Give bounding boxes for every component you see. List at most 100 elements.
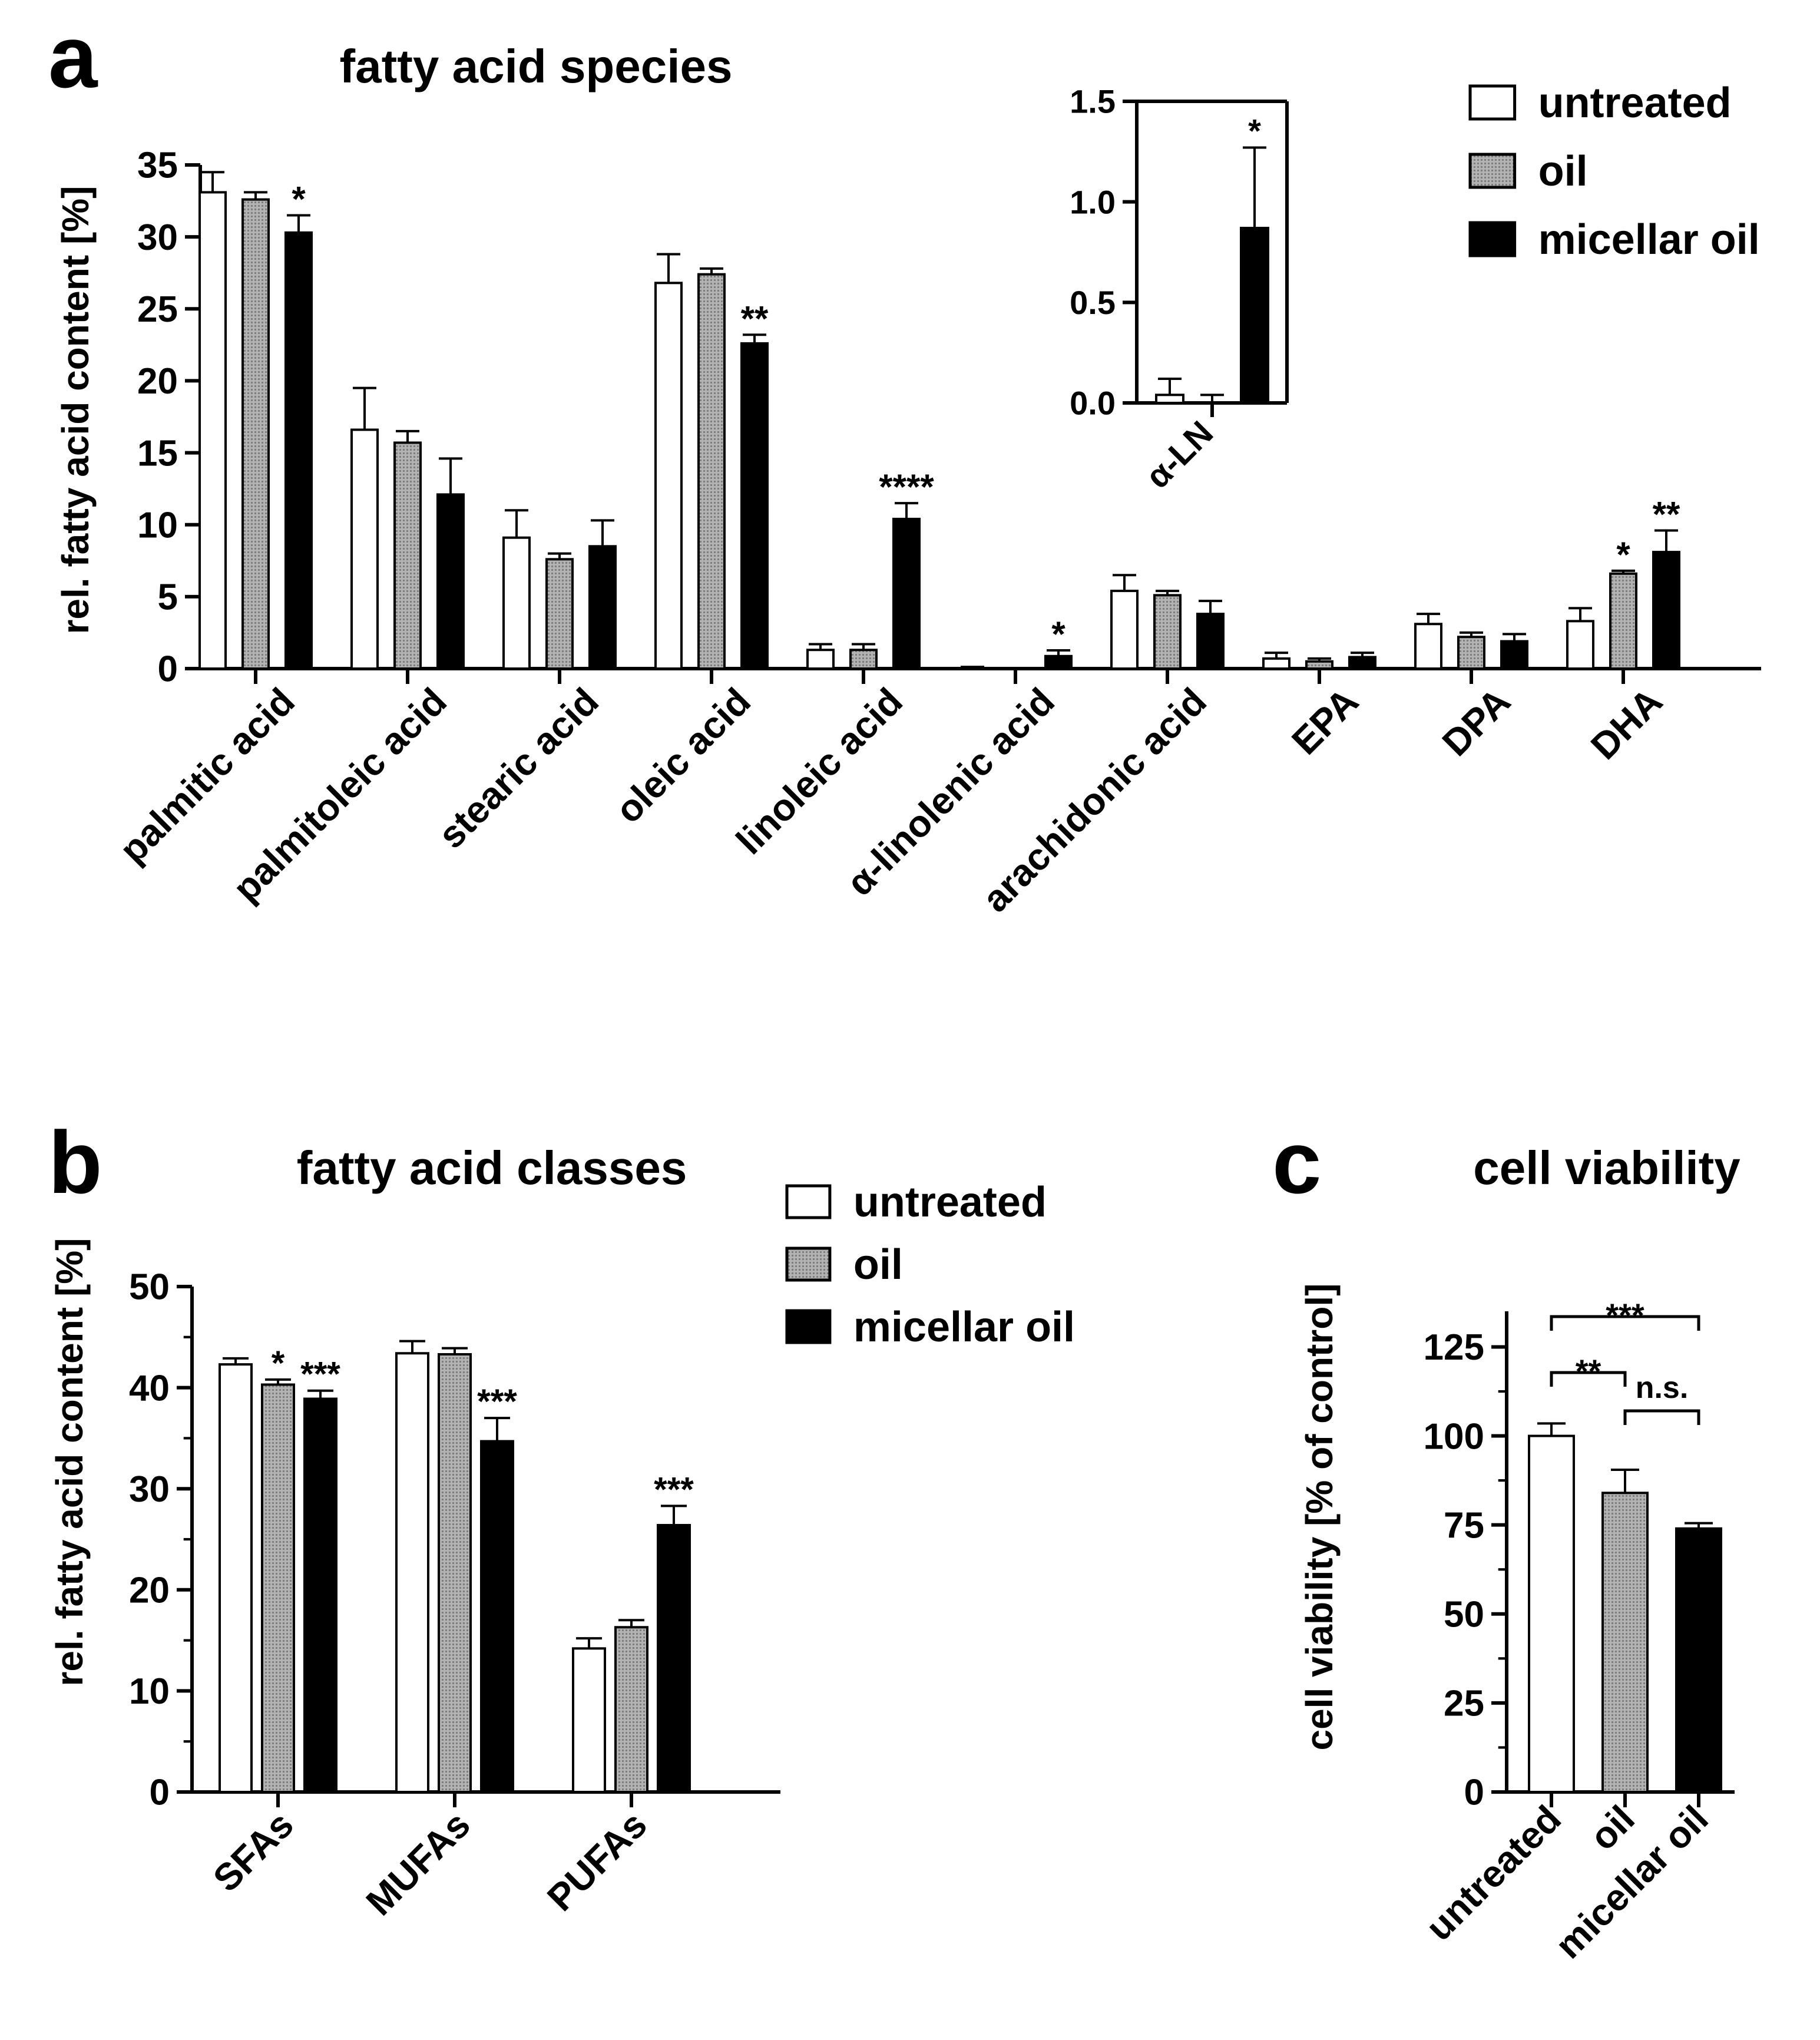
bar <box>740 342 769 670</box>
legend-swatch <box>1468 84 1517 121</box>
bar <box>1110 590 1139 670</box>
legend-swatch <box>1468 153 1517 189</box>
legend-swatch <box>1468 221 1517 257</box>
legend-label: oil <box>1538 148 1588 195</box>
bar <box>1240 227 1269 404</box>
bar <box>1305 660 1333 670</box>
y-tick-label: 0 <box>1464 1773 1484 1813</box>
bar <box>1348 656 1376 670</box>
significance-label: **** <box>879 467 934 507</box>
significance-label: * <box>1051 614 1065 654</box>
x-tick-label: DHA <box>1583 680 1670 768</box>
significance-label: ** <box>1653 494 1680 534</box>
y-tick-label: 30 <box>129 1469 170 1510</box>
bar <box>806 649 835 670</box>
bar <box>198 191 227 670</box>
bar <box>1652 551 1680 670</box>
y-tick-label: 40 <box>129 1368 170 1409</box>
panel-label-b: b <box>48 1113 102 1212</box>
bar <box>436 493 465 670</box>
y-tick-label: 50 <box>1444 1594 1484 1635</box>
bar <box>1262 657 1290 670</box>
bar <box>958 667 987 670</box>
y-tick-label: 30 <box>137 217 178 258</box>
bar <box>1414 623 1442 670</box>
bars-b <box>219 1340 691 1794</box>
inset-ann: * <box>1248 112 1261 149</box>
bar <box>849 649 878 670</box>
bar <box>1457 636 1485 670</box>
significance-label: * <box>1616 535 1630 574</box>
annotations-b: * ********* <box>272 1344 694 1509</box>
inset-bars <box>1155 146 1269 405</box>
legend-swatch <box>785 1184 832 1219</box>
bar <box>502 536 531 670</box>
bar <box>697 273 726 670</box>
chart-title-b: fatty acid classes <box>297 1142 687 1194</box>
legend-swatch <box>785 1247 832 1282</box>
significance-label: * <box>292 180 306 219</box>
bar <box>1609 572 1637 670</box>
bar <box>350 428 379 670</box>
annotations-c: ***** n.s. <box>1550 1297 1700 1425</box>
legend-label: oil <box>853 1241 903 1288</box>
bar <box>572 1647 606 1793</box>
y-tick-label: 10 <box>129 1671 170 1712</box>
bar <box>395 1352 429 1794</box>
x-tick-label: EPA <box>1283 680 1366 763</box>
bar <box>1528 1434 1575 1794</box>
legend-a: untreated oil micellar oil <box>1468 80 1760 263</box>
y-tick-label: 35 <box>137 146 178 186</box>
x-tick-label: PUFAs <box>539 1803 655 1919</box>
inset-axes: 0.0 0.5 1.0 1.5 <box>1070 83 1289 422</box>
bar <box>1675 1527 1722 1794</box>
legend-label: untreated <box>853 1179 1047 1226</box>
bar <box>1155 394 1184 405</box>
bar <box>657 1523 691 1794</box>
y-tick-label: 25 <box>137 289 178 330</box>
bracket-label: ** <box>1576 1353 1601 1390</box>
bracket-label: n.s. <box>1636 1371 1689 1405</box>
x-tick-label: α-LN <box>1139 414 1221 496</box>
bar <box>1601 1492 1649 1793</box>
x-tick-label: stearic acid <box>430 680 607 857</box>
bar <box>614 1626 648 1793</box>
panel-c: c cell viability cell viability [% of co… <box>1272 1113 1740 1966</box>
x-tick-label: MUFAs <box>358 1803 478 1923</box>
chart-title-c: cell viability <box>1473 1142 1740 1194</box>
bar <box>480 1440 514 1794</box>
y-tick-label: 25 <box>1444 1684 1484 1724</box>
panel-label-c: c <box>1272 1113 1321 1212</box>
bars-a <box>198 171 1680 670</box>
bar <box>284 231 313 670</box>
y-axis-label-a: rel. fatty acid content [%] <box>54 186 97 634</box>
y-tick-label: 75 <box>1444 1505 1484 1546</box>
y-tick-label: 10 <box>137 505 178 545</box>
y-tick-label: 1.5 <box>1070 83 1116 120</box>
axes-a: 0 5 10 15 20 25 30 35 <box>137 146 1761 690</box>
bar <box>1153 594 1182 670</box>
y-tick-label: 0.0 <box>1070 385 1116 422</box>
y-tick-label: 15 <box>137 433 178 474</box>
legend-label: micellar oil <box>853 1304 1075 1351</box>
inset-xlabels: α-LN <box>1139 414 1221 496</box>
y-tick-label: 1.0 <box>1070 183 1116 220</box>
legend-label: untreated <box>1538 80 1732 127</box>
bar <box>654 282 683 670</box>
significance-label: * <box>1248 112 1261 149</box>
y-tick-label: 50 <box>129 1267 170 1308</box>
significance-bracket <box>1623 1409 1700 1425</box>
bar <box>588 545 617 670</box>
y-tick-label: 5 <box>158 577 178 618</box>
significance-bracket <box>1550 1315 1700 1331</box>
bar <box>303 1397 337 1794</box>
significance-label: *** <box>654 1470 694 1509</box>
panel-label-a: a <box>48 7 98 106</box>
x-tick-label: untreated <box>1418 1797 1569 1949</box>
significance-label: *** <box>477 1383 517 1421</box>
bar <box>1196 613 1225 670</box>
axes-c: 0 25 50 75 100 125 <box>1424 1311 1735 1813</box>
bar <box>545 558 574 670</box>
